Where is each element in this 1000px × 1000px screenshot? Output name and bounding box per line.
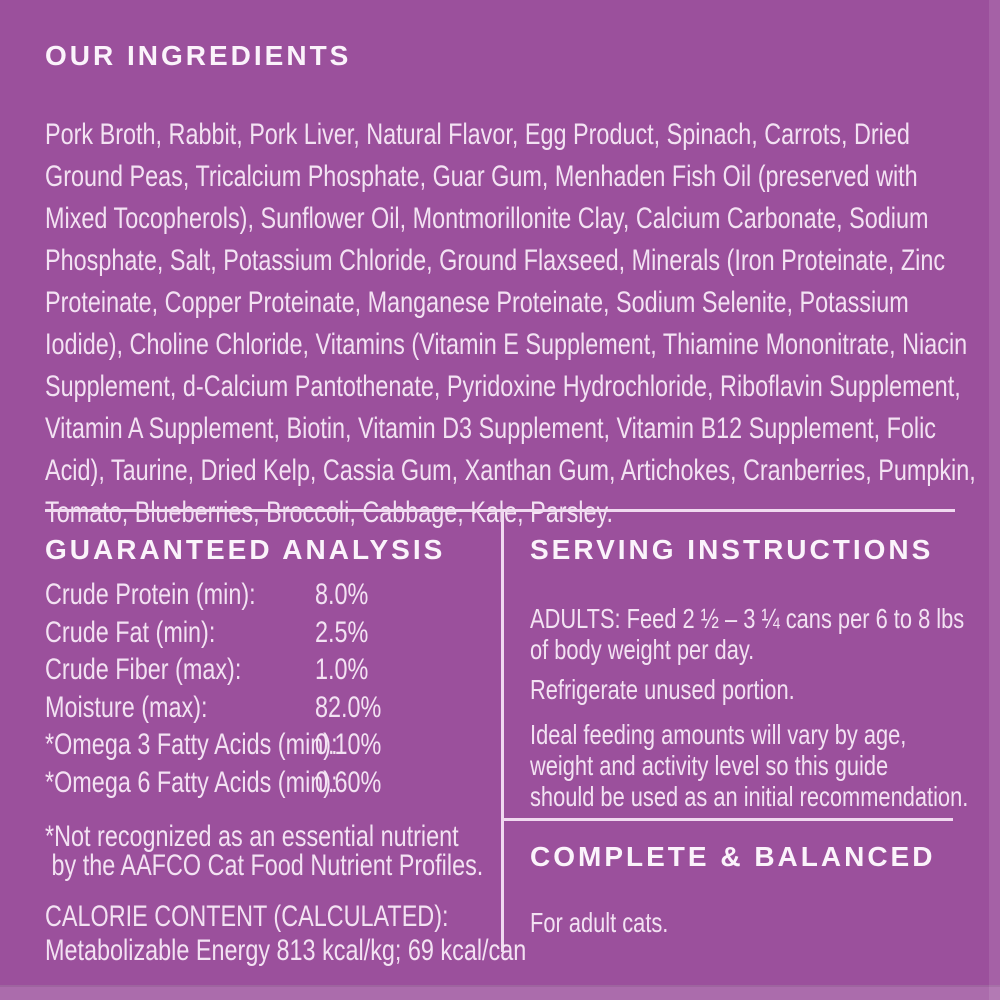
analysis-row-value: 1.0%: [315, 653, 369, 687]
serving-ideal-amounts-text: Ideal feeding amounts will vary by age, …: [530, 719, 969, 812]
analysis-row-value: 2.5%: [315, 615, 369, 649]
analysis-row-crude-fat: Crude Fat (min): 2.5%: [45, 616, 501, 654]
analysis-row-omega6: *Omega 6 Fatty Acids (min): 0.60%: [45, 766, 501, 804]
analysis-row-label: *Omega 3 Fatty Acids (min):: [45, 728, 338, 762]
analysis-row-value: 82.0%: [315, 690, 382, 724]
analysis-row-label: Crude Protein (min):: [45, 578, 256, 611]
column-divider: [501, 512, 504, 952]
label-edge-highlight-bottom: [0, 985, 1000, 1000]
analysis-row-crude-fiber: Crude Fiber (max): 1.0%: [45, 653, 501, 691]
analysis-row-value: 0.60%: [315, 765, 382, 799]
guaranteed-analysis-table: Crude Protein (min): 8.0% Crude Fat (min…: [45, 578, 501, 804]
ingredients-heading: OUR INGREDIENTS: [45, 40, 352, 71]
horizontal-divider: [45, 509, 955, 512]
serving-refrigerate-text: Refrigerate unused portion.: [530, 674, 795, 705]
analysis-row-omega3: *Omega 3 Fatty Acids (min): 0.10%: [45, 728, 501, 766]
serving-adults-text: ADULTS: Feed 2 ½ – 3 ¼ cans per 6 to 8 l…: [530, 603, 965, 665]
analysis-row-label: Moisture (max):: [45, 690, 208, 724]
complete-balanced-heading: COMPLETE & BALANCED: [530, 841, 936, 872]
analysis-row-crude-protein: Crude Protein (min): 8.0%: [45, 578, 501, 616]
analysis-row-value: 0.10%: [315, 728, 382, 762]
complete-balanced-divider: [503, 818, 953, 821]
complete-balanced-text: For adult cats.: [530, 907, 669, 938]
aafco-footnote: *Not recognized as an essential nutrient…: [45, 820, 484, 882]
analysis-row-value: 8.0%: [315, 578, 369, 611]
calorie-content-heading: CALORIE CONTENT (CALCULATED):: [45, 900, 449, 933]
analysis-row-moisture: Moisture (max): 82.0%: [45, 691, 501, 729]
analysis-row-label: Crude Fiber (max):: [45, 653, 242, 687]
label-edge-highlight-right: [989, 0, 1000, 1000]
analysis-row-label: *Omega 6 Fatty Acids (min):: [45, 765, 338, 799]
calorie-content-text: Metabolizable Energy 813 kcal/kg; 69 kca…: [45, 934, 527, 967]
ingredients-text: Pork Broth, Rabbit, Pork Liver, Natural …: [45, 118, 976, 529]
analysis-row-label: Crude Fat (min):: [45, 615, 216, 649]
serving-instructions-heading: SERVING INSTRUCTIONS: [530, 534, 934, 565]
guaranteed-analysis-heading: GUARANTEED ANALYSIS: [45, 534, 446, 565]
